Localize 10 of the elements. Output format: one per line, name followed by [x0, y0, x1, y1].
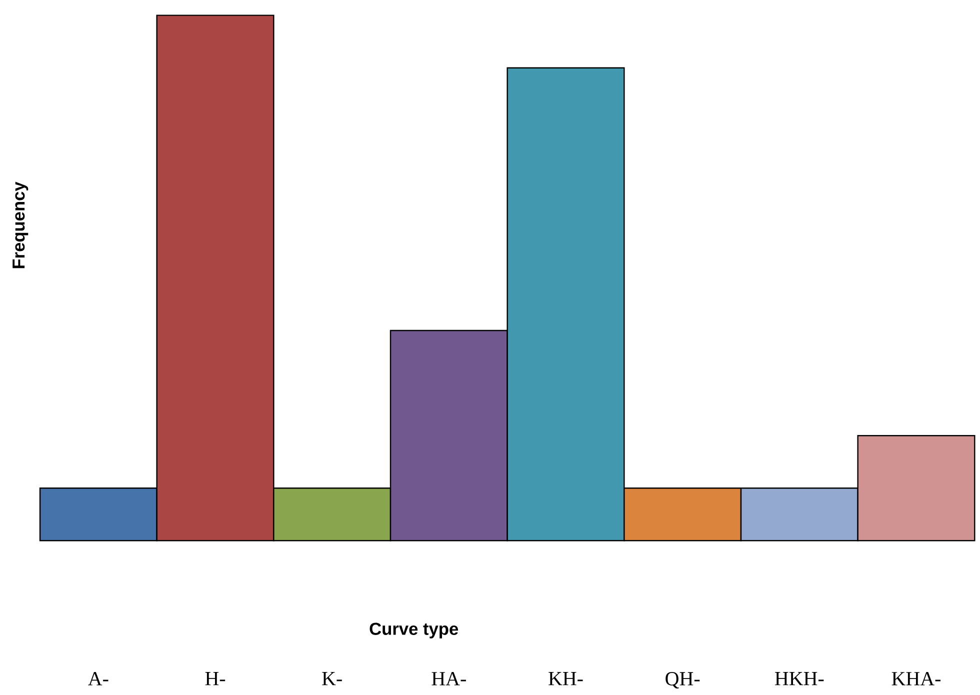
x-tick-label: KH- [548, 672, 583, 686]
x-tick-label: QH- [666, 672, 700, 689]
x-tick-label: HKH- [775, 672, 824, 686]
x-tick-label: HA- [432, 672, 466, 686]
x-tick-label: K- [322, 672, 342, 686]
x-tick-label: H- [205, 672, 226, 686]
x-tick-label: A- [88, 672, 108, 686]
x-tick-label: KHA- [892, 672, 941, 686]
y-axis-title: Frequency [12, 182, 28, 268]
x-axis-title: Curve type [370, 622, 458, 639]
